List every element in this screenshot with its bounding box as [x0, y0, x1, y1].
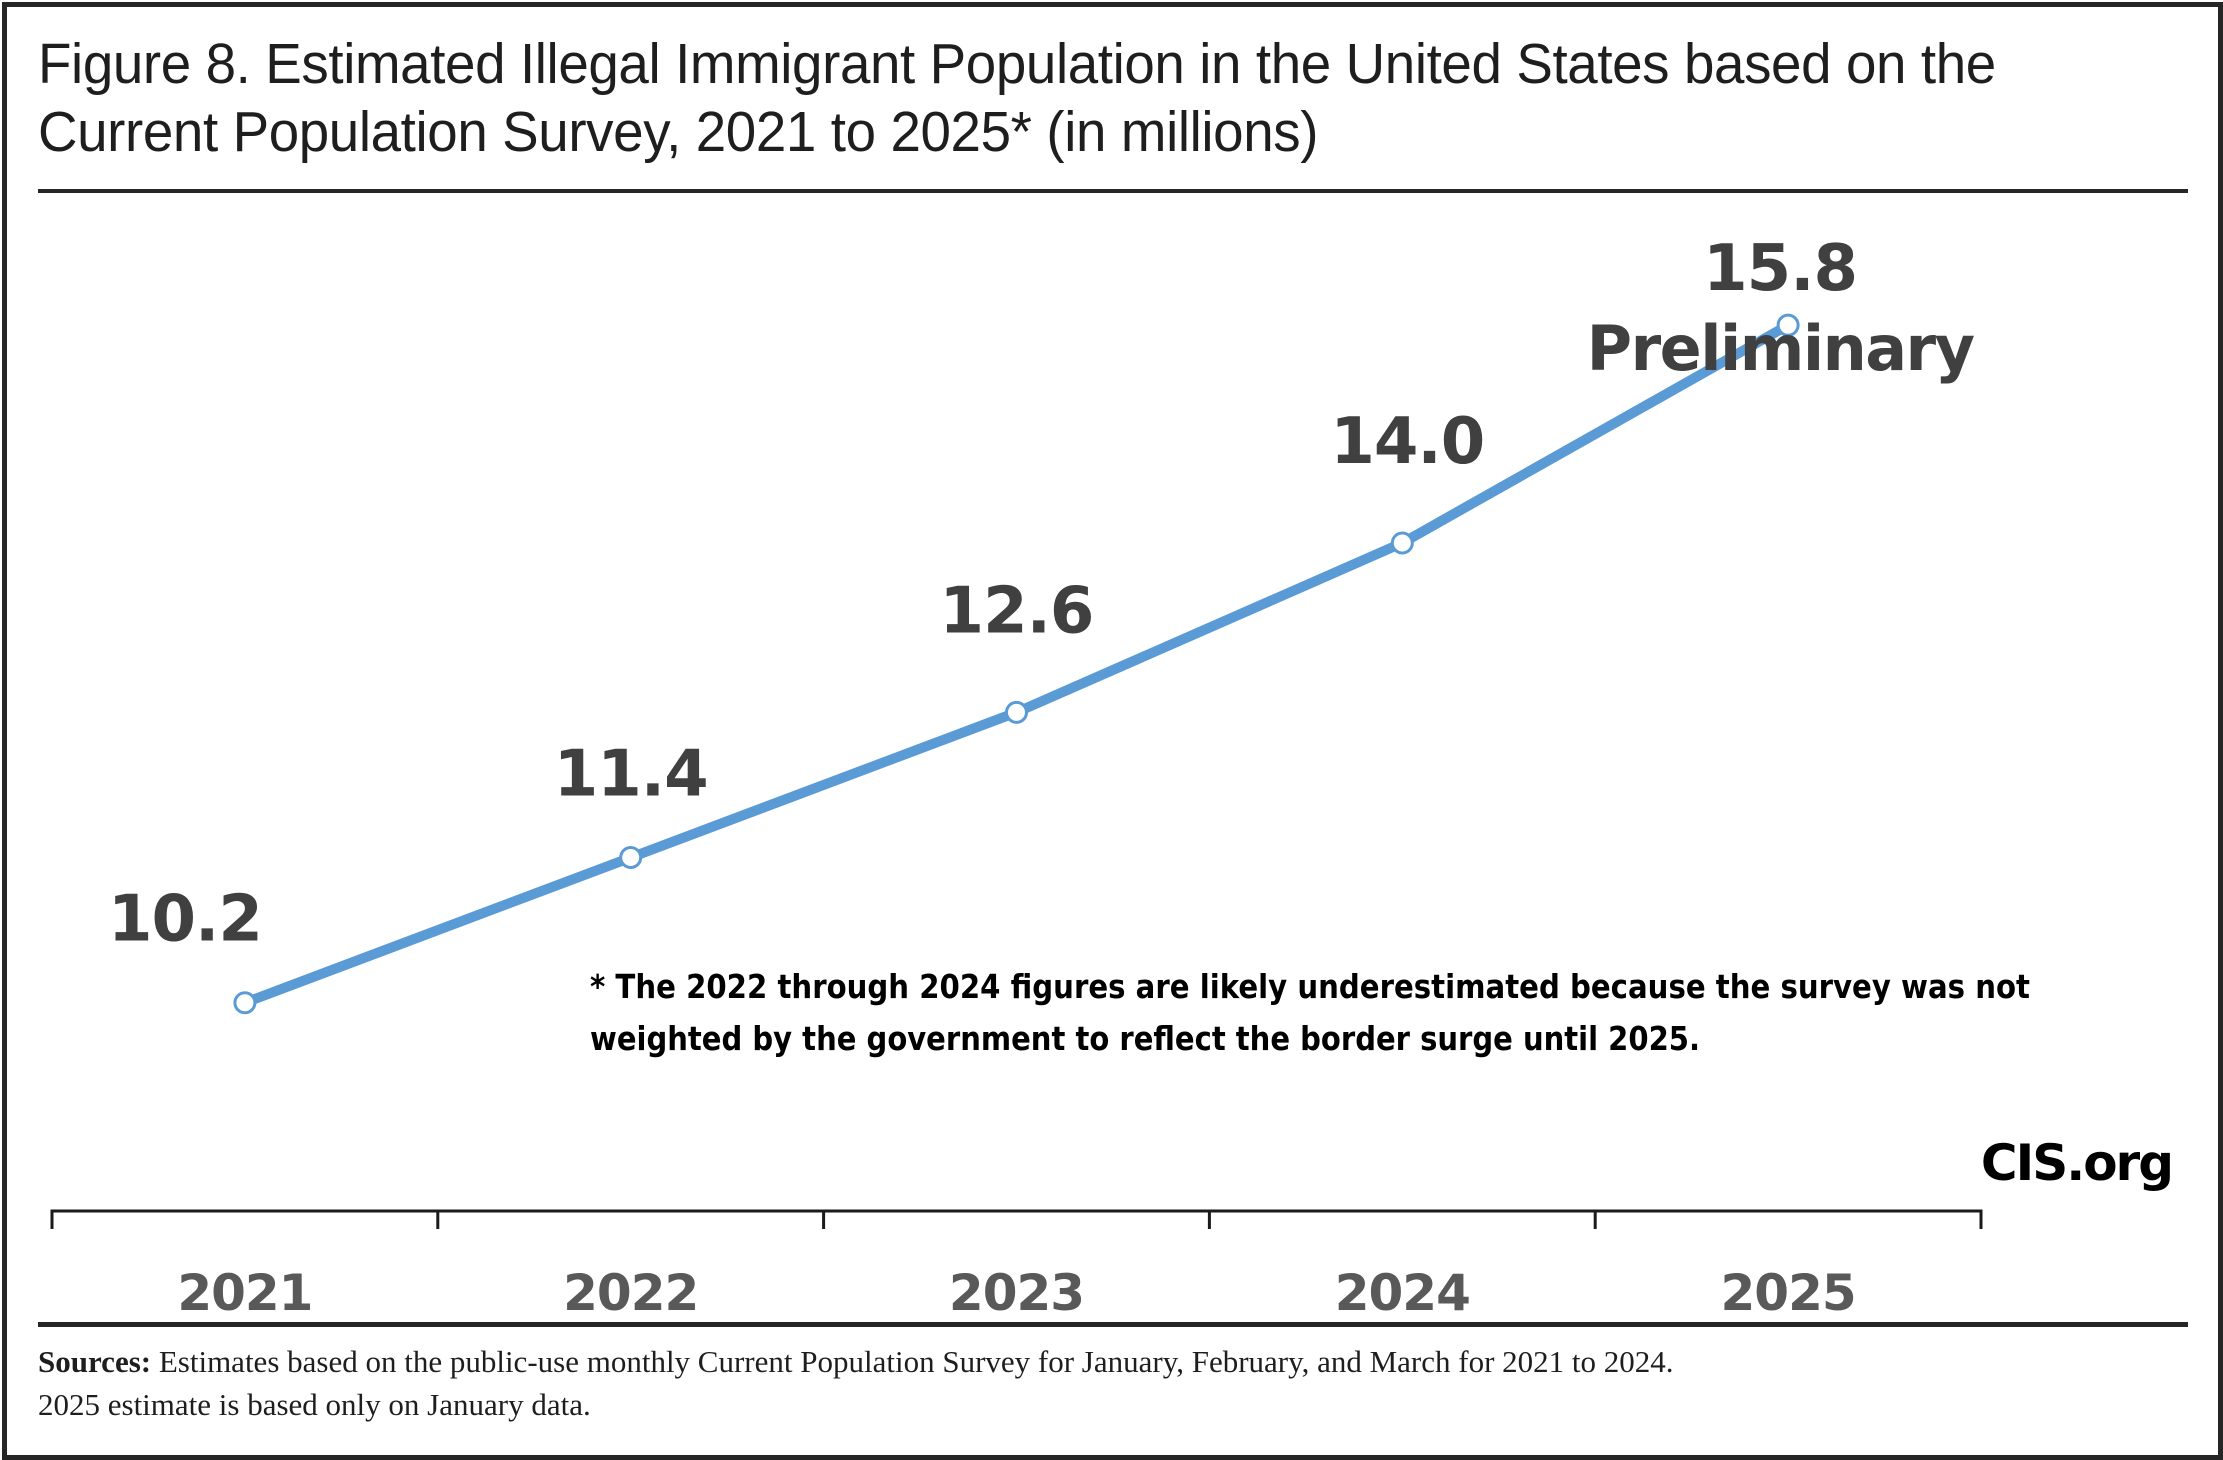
x-axis: [50, 1209, 1983, 1229]
data-point-2025: [1776, 313, 1800, 337]
x-tick-label-2024: 2024: [1335, 1264, 1470, 1322]
series-line-group: [239, 320, 1794, 1008]
data-label-2025: 15.8: [1703, 232, 1857, 306]
sources-label: Sources:: [38, 1344, 152, 1379]
data-point-2024: [1390, 531, 1414, 555]
x-tick-label-2025: 2025: [1721, 1264, 1856, 1322]
data-points: [233, 313, 1800, 1015]
data-point-2022: [619, 846, 643, 870]
sources-note: Sources: Estimates based on the public-u…: [38, 1340, 2188, 1426]
cis-brand-label: CIS.org: [1981, 1134, 2172, 1192]
sources-line-2: 2025 estimate is based only on January d…: [38, 1387, 591, 1422]
data-label-2023: 12.6: [940, 574, 1094, 648]
chart-title: Figure 8. Estimated Illegal Immigrant Po…: [38, 30, 2112, 166]
title-divider: [38, 189, 2188, 193]
x-tick-labels: 2021 2022 2023 2024 2025: [177, 1264, 1856, 1322]
sources-line-1: Sources: Estimates based on the public-u…: [38, 1340, 2188, 1383]
data-point-2023: [1005, 700, 1028, 724]
x-tick-label-2022: 2022: [563, 1264, 698, 1322]
annotation-preliminary: Preliminary: [1587, 312, 1975, 385]
chart-title-line-2: Current Population Survey, 2021 to 2025*…: [38, 100, 1319, 164]
data-label-2022: 11.4: [554, 738, 708, 812]
sources-text-1: Estimates based on the public-use monthl…: [151, 1344, 1674, 1379]
footnote-line-1: * The 2022 through 2024 figures are like…: [590, 967, 2030, 1006]
footnote-line-2: weighted by the government to reflect th…: [590, 1019, 1700, 1058]
x-tick-label-2023: 2023: [949, 1264, 1084, 1322]
series-line: [239, 320, 1794, 1008]
data-point-2021: [233, 991, 257, 1015]
sources-divider: [38, 1322, 2188, 1327]
chart-title-line-1: Figure 8. Estimated Illegal Immigrant Po…: [38, 32, 1996, 96]
x-tick-label-2021: 2021: [177, 1264, 312, 1322]
data-label-2021: 10.2: [108, 883, 262, 957]
data-label-2024: 14.0: [1330, 405, 1484, 479]
